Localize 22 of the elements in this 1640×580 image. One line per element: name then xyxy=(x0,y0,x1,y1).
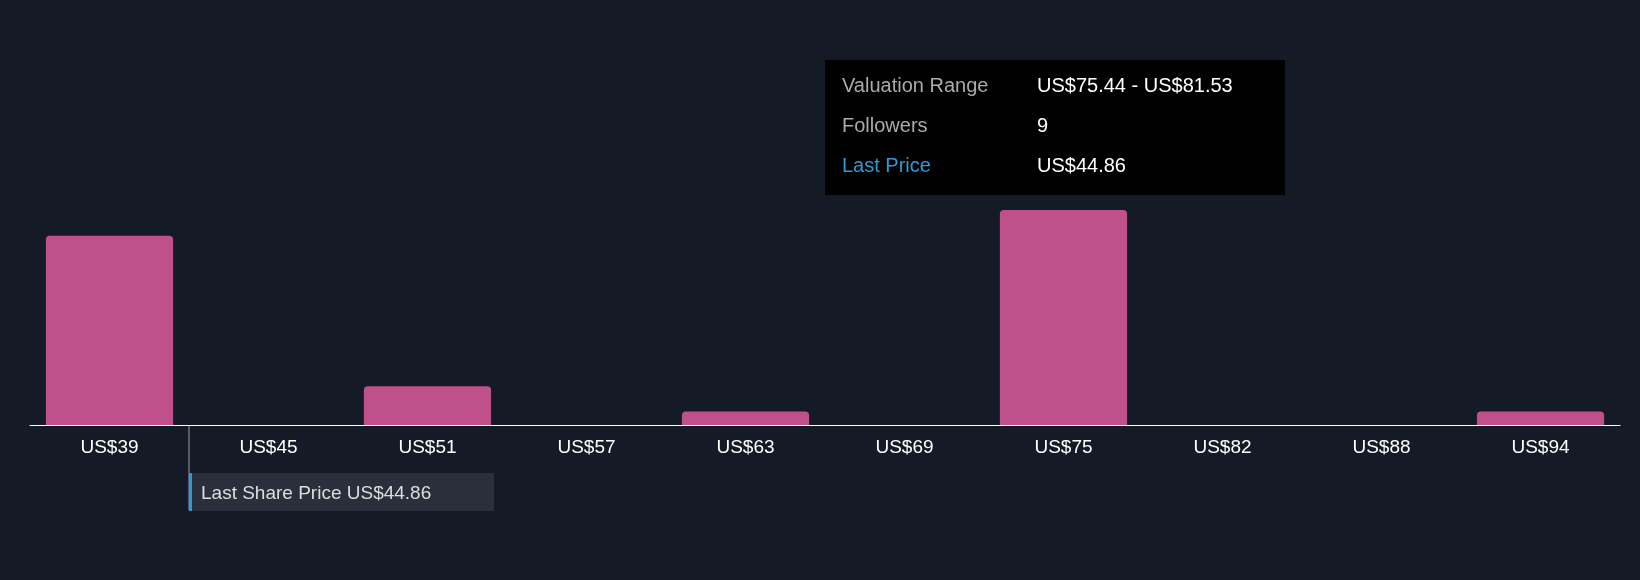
bar xyxy=(363,386,492,425)
x-tick-label: US$75 xyxy=(1034,436,1093,457)
x-tick-label: US$39 xyxy=(80,436,139,457)
text: Valuation Range xyxy=(842,74,989,96)
bar xyxy=(1476,411,1605,425)
x-tick-label: US$94 xyxy=(1511,436,1570,457)
text: Last Price xyxy=(842,154,931,176)
text: Followers xyxy=(842,114,928,136)
x-tick-label: US$57 xyxy=(557,436,616,457)
bar xyxy=(681,411,810,425)
x-tick-label: US$45 xyxy=(239,436,298,457)
x-tick-label: US$82 xyxy=(1193,436,1252,457)
text: Last Share Price US$44.86 xyxy=(201,481,432,503)
text: US$75.44 - US$81.53 xyxy=(1037,74,1233,96)
text: 9 xyxy=(1037,114,1049,136)
x-tick-label: US$88 xyxy=(1352,436,1411,457)
x-tick-label: US$63 xyxy=(716,436,775,457)
bar xyxy=(45,235,174,425)
bar xyxy=(999,210,1128,425)
text: US$44.86 xyxy=(1037,154,1126,176)
x-tick-label: US$69 xyxy=(875,436,934,457)
x-tick-label: US$51 xyxy=(398,436,457,457)
